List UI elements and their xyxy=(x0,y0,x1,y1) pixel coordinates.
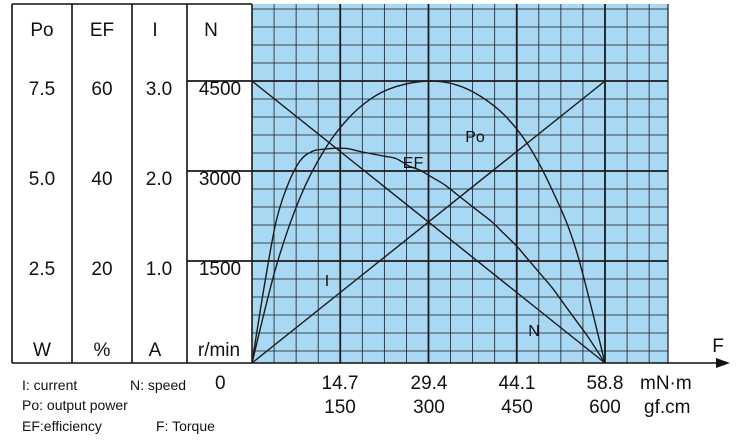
x-tick-450: 450 xyxy=(501,397,533,418)
x-tick-zero: 0 xyxy=(215,373,226,394)
curve-label-po: Po xyxy=(465,129,485,146)
x-tick-300: 300 xyxy=(413,397,445,418)
curves xyxy=(251,80,606,364)
x-axis xyxy=(12,358,730,368)
curve-ef xyxy=(251,147,606,364)
legend-power: Po: output power xyxy=(22,397,128,413)
ef-tick-20: 20 xyxy=(91,259,112,280)
column-header-po: Po xyxy=(30,20,53,41)
plot-area xyxy=(252,4,668,363)
legend-current: I: current xyxy=(22,377,77,393)
i-tick-2-0: 2.0 xyxy=(146,169,172,190)
x-tick-600: 600 xyxy=(589,397,621,418)
ef-tick-60: 60 xyxy=(91,79,112,100)
po-tick-5-0: 5.0 xyxy=(29,169,55,190)
po-tick-7-5: 7.5 xyxy=(29,79,55,100)
n-tick-1500: 1500 xyxy=(199,259,241,280)
column-header-i: I xyxy=(152,20,157,41)
x-unit-mnm: mN·m xyxy=(640,373,692,394)
po-tick-2-5: 2.5 xyxy=(29,259,55,280)
major-grid-lines xyxy=(187,4,668,363)
curve-label-n: N xyxy=(528,323,540,340)
curve-po xyxy=(251,80,606,364)
curve-label-i: I xyxy=(325,273,329,290)
legend-torque: F: Torque xyxy=(156,418,215,434)
ef-tick-40: 40 xyxy=(91,169,112,190)
x-tick-14-7: 14.7 xyxy=(322,373,359,394)
legend-speed: N: speed xyxy=(130,377,186,393)
legend-efficiency: EF:efficiency xyxy=(22,418,102,434)
curve-i xyxy=(251,80,606,364)
x-tick-58-8: 58.8 xyxy=(587,373,624,394)
column-header-n: N xyxy=(204,20,218,41)
curve-label-ef: EF xyxy=(403,155,424,172)
x-tick-150: 150 xyxy=(324,397,356,418)
x-tick-29-4: 29.4 xyxy=(411,373,448,394)
column-separators xyxy=(71,4,188,363)
x-axis-arrow-icon xyxy=(716,358,730,368)
unit-r-min: r/min xyxy=(198,340,240,361)
i-tick-3-0: 3.0 xyxy=(146,79,172,100)
n-tick-3000: 3000 xyxy=(199,169,241,190)
column-header-ef: EF xyxy=(90,20,114,41)
unit-percent: % xyxy=(94,340,111,361)
x-tick-44-1: 44.1 xyxy=(499,373,536,394)
n-tick-4500: 4500 xyxy=(199,79,241,100)
i-tick-1-0: 1.0 xyxy=(146,259,172,280)
unit-a: A xyxy=(149,340,162,361)
x-unit-gfcm: gf.cm xyxy=(644,397,690,418)
unit-w: W xyxy=(33,340,51,361)
x-axis-label: F xyxy=(712,336,724,357)
